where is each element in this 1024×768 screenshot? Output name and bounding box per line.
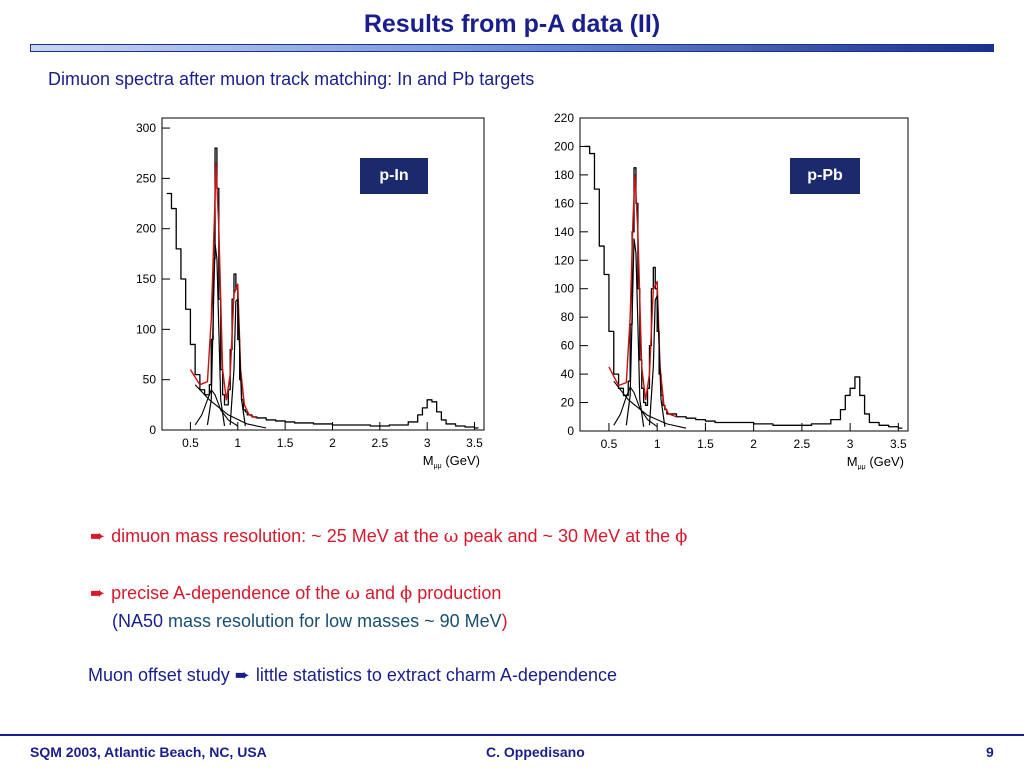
x-tick-label: 3.5 [890, 437, 907, 451]
omega-symbol: ω [345, 583, 360, 604]
chart-p-in-svg: 0 50 100 150 200 250 300 0.5 1 1.5 2 2.5 3 3.5 Mμμ (Ge… [136, 117, 485, 470]
y-tick-label: 60 [561, 339, 575, 353]
muon-offset-text: Muon offset study [88, 665, 235, 685]
x-tick-label: 3 [847, 437, 854, 451]
phi-symbol: ϕ [675, 526, 688, 547]
na50-open: (NA50 [112, 611, 169, 631]
bullet-text: precise A-dependence of the [111, 583, 346, 603]
x-axis-label: Mμμ (GeV) [847, 454, 904, 470]
x-tick-label: 2 [750, 437, 757, 451]
y-tick-label: 160 [554, 196, 574, 210]
chart-p-in: 0 50 100 150 200 250 300 0.5 1 1.5 2 2.5 3 3.5 Mμμ (Ge… [122, 110, 497, 470]
bullet-text: production [412, 583, 502, 603]
muon-offset-conclusion: little statistics to extract charm A-dep… [255, 665, 618, 685]
total-fit-line [608, 174, 677, 418]
arrow-right-icon: ➨ [90, 526, 106, 546]
y-tick-label: 100 [554, 282, 574, 296]
y-tick-label: 200 [136, 222, 156, 236]
y-tick-label: 220 [554, 111, 574, 125]
arrow-right-icon: ➨ [234, 665, 250, 685]
bullet-text: and [359, 583, 400, 603]
label-p-pb: p-Pb [790, 158, 860, 194]
slide-title: Results from p-A data (II) [363, 10, 661, 38]
y-tick-label: 250 [136, 171, 156, 185]
y-tick-label: 140 [554, 225, 574, 239]
y-tick-label: 180 [554, 168, 574, 182]
total-fit-line [189, 162, 257, 419]
chart-p-pb: 0 20 40 60 80 100 120 140 160 180 200 220 0.5 1 1.5 2 2.… [540, 108, 915, 470]
x-tick-label: 1 [234, 436, 241, 450]
x-tick-label: 2.5 [371, 436, 388, 450]
plot-frame [161, 117, 485, 431]
y-tick-label: 20 [561, 396, 575, 410]
omega-symbol: ω [443, 526, 459, 547]
phi-peak-line [229, 298, 246, 427]
x-tick-label: 0.5 [182, 436, 199, 450]
x-tick-label: 3.5 [466, 436, 483, 450]
chart-p-pb-svg: 0 20 40 60 80 100 120 140 160 180 200 220 0.5 1 1.5 2 2.… [554, 111, 909, 470]
na50-note: (NA50 mass resolution for low masses ~ 9… [112, 611, 508, 632]
y-tick-label: 300 [136, 121, 156, 135]
omega-peak-line [625, 238, 645, 427]
y-tick-label: 50 [143, 373, 157, 387]
footer-page-number: 9 [986, 744, 994, 760]
rho-shape-line [194, 389, 239, 427]
slide-subtitle: Dimuon spectra after muon track matching… [48, 69, 535, 89]
footer-divider [0, 734, 1024, 736]
y-tick-label: 200 [554, 139, 574, 153]
y-tick-label: 80 [561, 310, 575, 324]
label-p-in: p-In [360, 158, 428, 194]
bullet-text: dimuon mass resolution: ~ 25 MeV at the [111, 526, 444, 546]
na50-close: ) [501, 611, 508, 631]
arrow-right-icon: ➨ [90, 583, 106, 603]
background-line [194, 384, 267, 429]
x-axis-label: Mμμ (GeV) [423, 453, 480, 470]
x-tick-label: 2.5 [794, 437, 811, 451]
x-tick-label: 0.5 [601, 437, 618, 451]
bullet-text: peak and ~ 30 MeV at the [458, 526, 676, 546]
footer-author: C. Oppedisano [486, 744, 585, 760]
background-line [613, 380, 687, 429]
y-tick-label: 100 [136, 322, 156, 336]
phi-peak-line [648, 295, 666, 427]
x-tick-label: 3 [424, 436, 431, 450]
x-tick-label: 1.5 [277, 436, 294, 450]
footer-conference: SQM 2003, Atlantic Beach, NC, USA [30, 744, 267, 760]
y-tick-label: 40 [561, 367, 575, 381]
bullet-a-dependence: ➨ precise A-dependence of the ω and ϕ pro… [90, 583, 501, 604]
na50-text: mass resolution for low masses ~ 90 MeV [168, 611, 502, 631]
phi-symbol: ϕ [400, 583, 413, 604]
x-tick-label: 2 [329, 436, 336, 450]
omega-peak-line [206, 243, 226, 427]
bullet-resolution: ➨ dimuon mass resolution: ~ 25 MeV at the… [90, 526, 687, 547]
y-tick-label: 120 [554, 253, 574, 267]
muon-offset-line: Muon offset study ➨ little statistics to … [88, 665, 617, 686]
y-tick-label: 0 [149, 423, 156, 437]
title-underline-bar [30, 44, 994, 52]
y-tick-label: 150 [136, 272, 156, 286]
y-tick-label: 0 [567, 424, 574, 438]
x-tick-label: 1.5 [697, 437, 714, 451]
rho-shape-line [613, 386, 658, 428]
x-tick-label: 1 [654, 437, 661, 451]
